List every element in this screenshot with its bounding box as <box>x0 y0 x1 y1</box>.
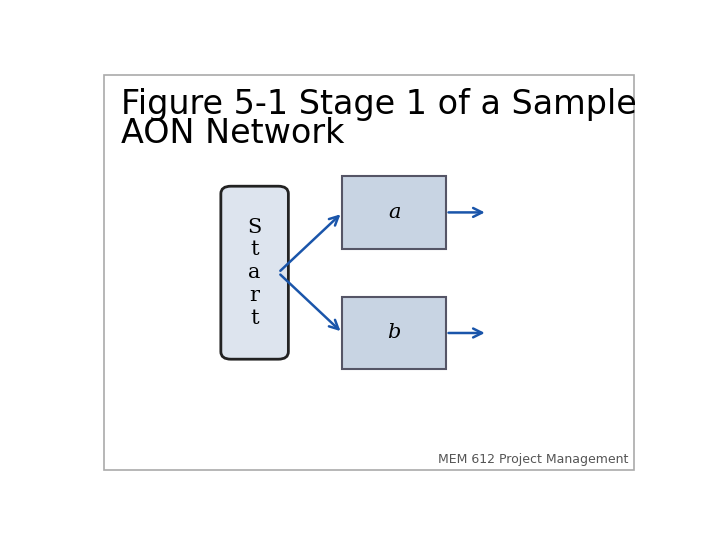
Text: Figure 5-1 Stage 1 of a Sample: Figure 5-1 Stage 1 of a Sample <box>121 87 636 120</box>
FancyBboxPatch shape <box>104 75 634 470</box>
FancyBboxPatch shape <box>221 186 289 359</box>
Text: AON Network: AON Network <box>121 117 344 150</box>
Text: a: a <box>388 203 400 222</box>
Text: S
t
a
r
t: S t a r t <box>248 218 262 328</box>
FancyBboxPatch shape <box>343 296 446 369</box>
Text: MEM 612 Project Management: MEM 612 Project Management <box>438 453 629 466</box>
FancyBboxPatch shape <box>343 176 446 249</box>
Text: b: b <box>387 323 401 342</box>
